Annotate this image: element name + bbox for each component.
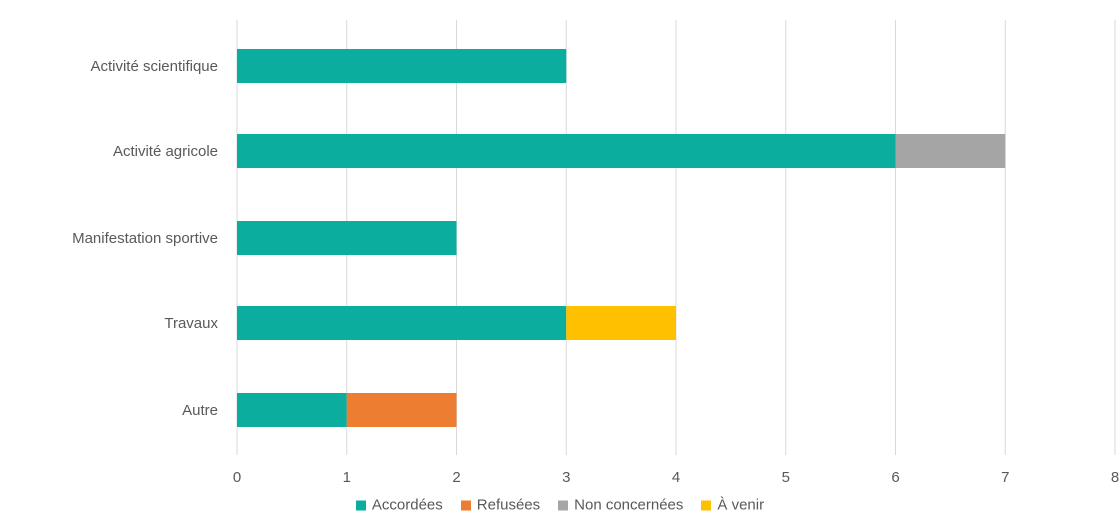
category-label: Activité agricole xyxy=(113,143,218,160)
category-label: Autre xyxy=(182,402,218,419)
x-tick-label: 5 xyxy=(782,469,790,486)
x-tick-label: 3 xyxy=(562,469,570,486)
legend-item: Refusées xyxy=(460,496,541,514)
x-tick-label: 1 xyxy=(343,469,351,486)
x-tick-label: 2 xyxy=(452,469,460,486)
bar xyxy=(566,306,676,340)
x-tick-label: 0 xyxy=(233,469,241,486)
legend-swatch xyxy=(701,500,712,510)
bar xyxy=(895,134,1006,168)
chart: Activité scientifique Activité agricole Ma… xyxy=(72,20,1119,486)
bars xyxy=(237,49,1006,427)
legend-swatch xyxy=(558,500,569,510)
tick-labels: 0 1 2 3 4 5 6 7 8 xyxy=(233,469,1119,486)
legend-label: Non concernées xyxy=(574,496,684,514)
bar xyxy=(237,221,457,255)
category-labels: Activité scientifique Activité agricole Ma… xyxy=(72,58,218,419)
legend-label: À venir xyxy=(717,496,765,514)
legend-item: Non concernées xyxy=(558,497,683,514)
x-tick-label: 7 xyxy=(1001,469,1009,486)
bar xyxy=(237,393,347,427)
legend-label: Refusées xyxy=(476,496,541,514)
bar xyxy=(237,49,567,83)
category-label: Manifestation sportive xyxy=(72,230,218,247)
legend-swatch xyxy=(355,500,366,510)
bar xyxy=(237,306,567,340)
bar xyxy=(237,134,896,168)
legend-swatch xyxy=(460,500,471,510)
category-label: Travaux xyxy=(164,315,218,332)
gridlines xyxy=(236,20,1116,455)
legend-item: Accordées xyxy=(355,496,443,514)
x-tick-label: 8 xyxy=(1111,469,1119,486)
category-label: Activité scientifique xyxy=(90,58,218,75)
bar xyxy=(346,393,457,427)
x-tick-label: 6 xyxy=(891,469,899,486)
legend: Accordées Refusées Non concernées À venir xyxy=(0,497,1120,514)
x-tick-label: 4 xyxy=(672,469,680,486)
legend-item: À venir xyxy=(701,497,764,514)
legend-label: Accordées xyxy=(371,496,443,514)
